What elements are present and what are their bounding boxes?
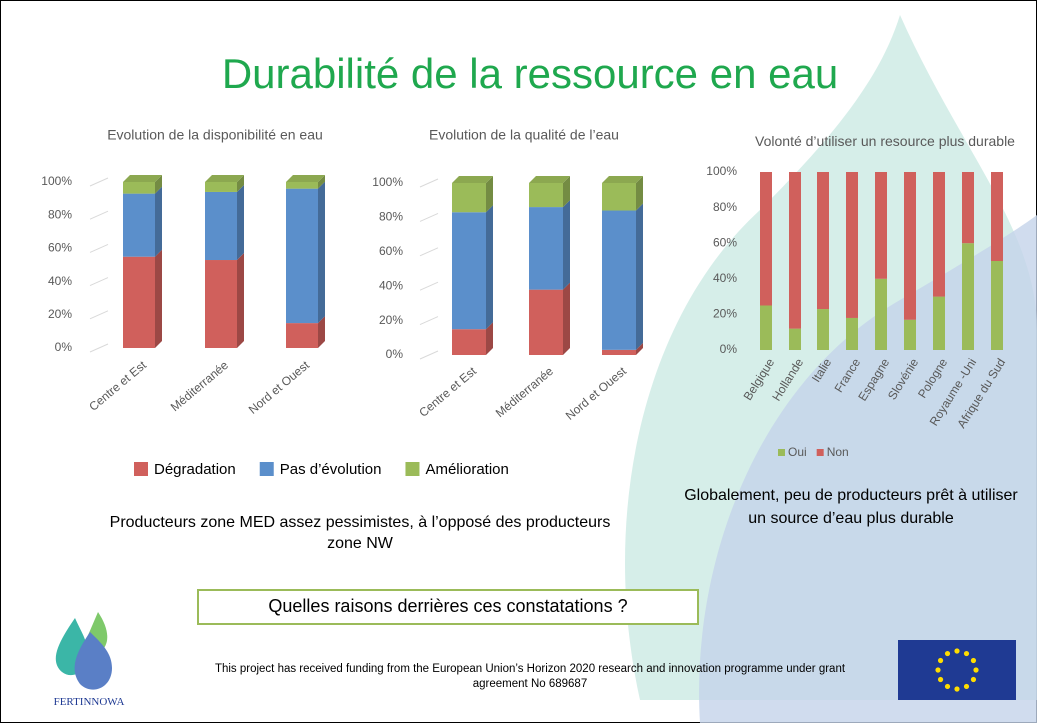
legend-swatch xyxy=(817,449,824,456)
bar-segment xyxy=(789,172,801,329)
chart-title: Evolution de la qualité de l’eau xyxy=(429,127,619,143)
y-tick-label: 40% xyxy=(713,271,737,285)
logo-text: FERTINNOWA xyxy=(44,696,134,708)
bar-segment xyxy=(760,172,772,306)
y-tick-label: 0% xyxy=(55,340,73,354)
legend-label: Pas d’évolution xyxy=(280,461,382,478)
bar-segment xyxy=(529,207,563,290)
y-tick-label: 40% xyxy=(48,274,72,288)
bar-segment xyxy=(962,243,974,350)
legend-swatch xyxy=(260,462,274,476)
y-tick-label: 60% xyxy=(713,235,737,249)
y-tick-label: 60% xyxy=(379,244,403,258)
bar-top xyxy=(529,176,570,183)
bar-segment xyxy=(286,189,318,323)
bar-side xyxy=(237,185,244,260)
y-tick-label: 100% xyxy=(372,175,403,189)
flag-star xyxy=(973,667,978,672)
bar-segment xyxy=(875,279,887,350)
y-tick-label: 80% xyxy=(713,200,737,214)
y-tick-label: 0% xyxy=(720,342,738,356)
comment: Globalement, peu de producteurs prêt à u… xyxy=(676,484,1026,530)
y-tick-label: 80% xyxy=(379,210,403,224)
bar-side xyxy=(237,253,244,348)
flag-star xyxy=(971,658,976,663)
bar-segment xyxy=(817,172,829,309)
bar-segment xyxy=(529,183,563,207)
bar-segment xyxy=(123,194,155,257)
legend-swatch xyxy=(405,462,419,476)
bar-segment xyxy=(962,172,974,243)
legend-label: Non xyxy=(827,445,849,459)
bar-side xyxy=(155,250,162,348)
y-tick-label: 20% xyxy=(48,307,72,321)
question: Quelles raisons derrières ces constatati… xyxy=(198,596,698,617)
bar-segment xyxy=(789,329,801,350)
flag-star xyxy=(954,686,959,691)
flag-star xyxy=(945,651,950,656)
slide: Evolution de la disponibilité en eau 0% 20… xyxy=(0,0,1037,723)
slide-title: Durabilité de la ressource en eau xyxy=(140,50,920,98)
bar-segment xyxy=(904,172,916,320)
bar-segment xyxy=(602,211,636,350)
legend-label: Amélioration xyxy=(425,461,508,478)
bar-segment xyxy=(205,182,237,192)
bar-segment xyxy=(602,350,636,355)
bar-segment xyxy=(286,323,318,348)
funding-note: This project has received funding from t… xyxy=(190,662,870,692)
bar-segment xyxy=(123,257,155,348)
bar-segment xyxy=(991,172,1003,261)
bar-segment xyxy=(933,297,945,350)
bar-segment xyxy=(205,260,237,348)
legend-label: Dégradation xyxy=(154,461,236,478)
bar-segment xyxy=(205,192,237,260)
bar-segment xyxy=(452,329,486,355)
y-tick-label: 60% xyxy=(48,241,72,255)
legend-label: Oui xyxy=(788,445,807,459)
bar-segment xyxy=(602,183,636,211)
chart-title: Evolution de la disponibilité en eau xyxy=(107,127,323,143)
bar-segment xyxy=(452,212,486,329)
flag-star xyxy=(938,658,943,663)
bar-segment xyxy=(452,183,486,212)
bar-segment xyxy=(991,261,1003,350)
bar-side xyxy=(563,200,570,290)
bar-side xyxy=(155,187,162,257)
flag-star xyxy=(954,648,959,653)
bar-side xyxy=(636,204,643,350)
bar-segment xyxy=(846,172,858,318)
comment: Producteurs zone MED assez pessimistes, … xyxy=(100,512,620,554)
flag-star xyxy=(938,677,943,682)
bar-top xyxy=(602,176,643,183)
y-tick-label: 20% xyxy=(379,313,403,327)
bar-segment xyxy=(933,172,945,297)
bar-side xyxy=(563,283,570,355)
bar-side xyxy=(318,182,325,323)
bar-segment xyxy=(286,182,318,189)
bar-side xyxy=(486,205,493,329)
bar-segment xyxy=(817,309,829,350)
bar-segment xyxy=(904,320,916,350)
bar-top xyxy=(452,176,493,183)
flag-star xyxy=(971,677,976,682)
y-tick-label: 40% xyxy=(379,278,403,292)
bar-segment xyxy=(875,172,887,279)
chart-title: Volonté d’utiliser un resource plus dura… xyxy=(740,132,1030,150)
flag-star xyxy=(964,651,969,656)
y-tick-label: 80% xyxy=(48,207,72,221)
y-tick-label: 100% xyxy=(706,164,737,178)
bar-segment xyxy=(529,290,563,355)
bar-segment xyxy=(846,318,858,350)
flag-star xyxy=(945,684,950,689)
bar-segment xyxy=(760,306,772,351)
flag-star xyxy=(964,684,969,689)
legend-swatch xyxy=(778,449,785,456)
legend-swatch xyxy=(134,462,148,476)
bar-segment xyxy=(123,182,155,194)
y-tick-label: 100% xyxy=(41,174,72,188)
flag-star xyxy=(935,667,940,672)
y-tick-label: 20% xyxy=(713,307,737,321)
y-tick-label: 0% xyxy=(386,347,404,361)
